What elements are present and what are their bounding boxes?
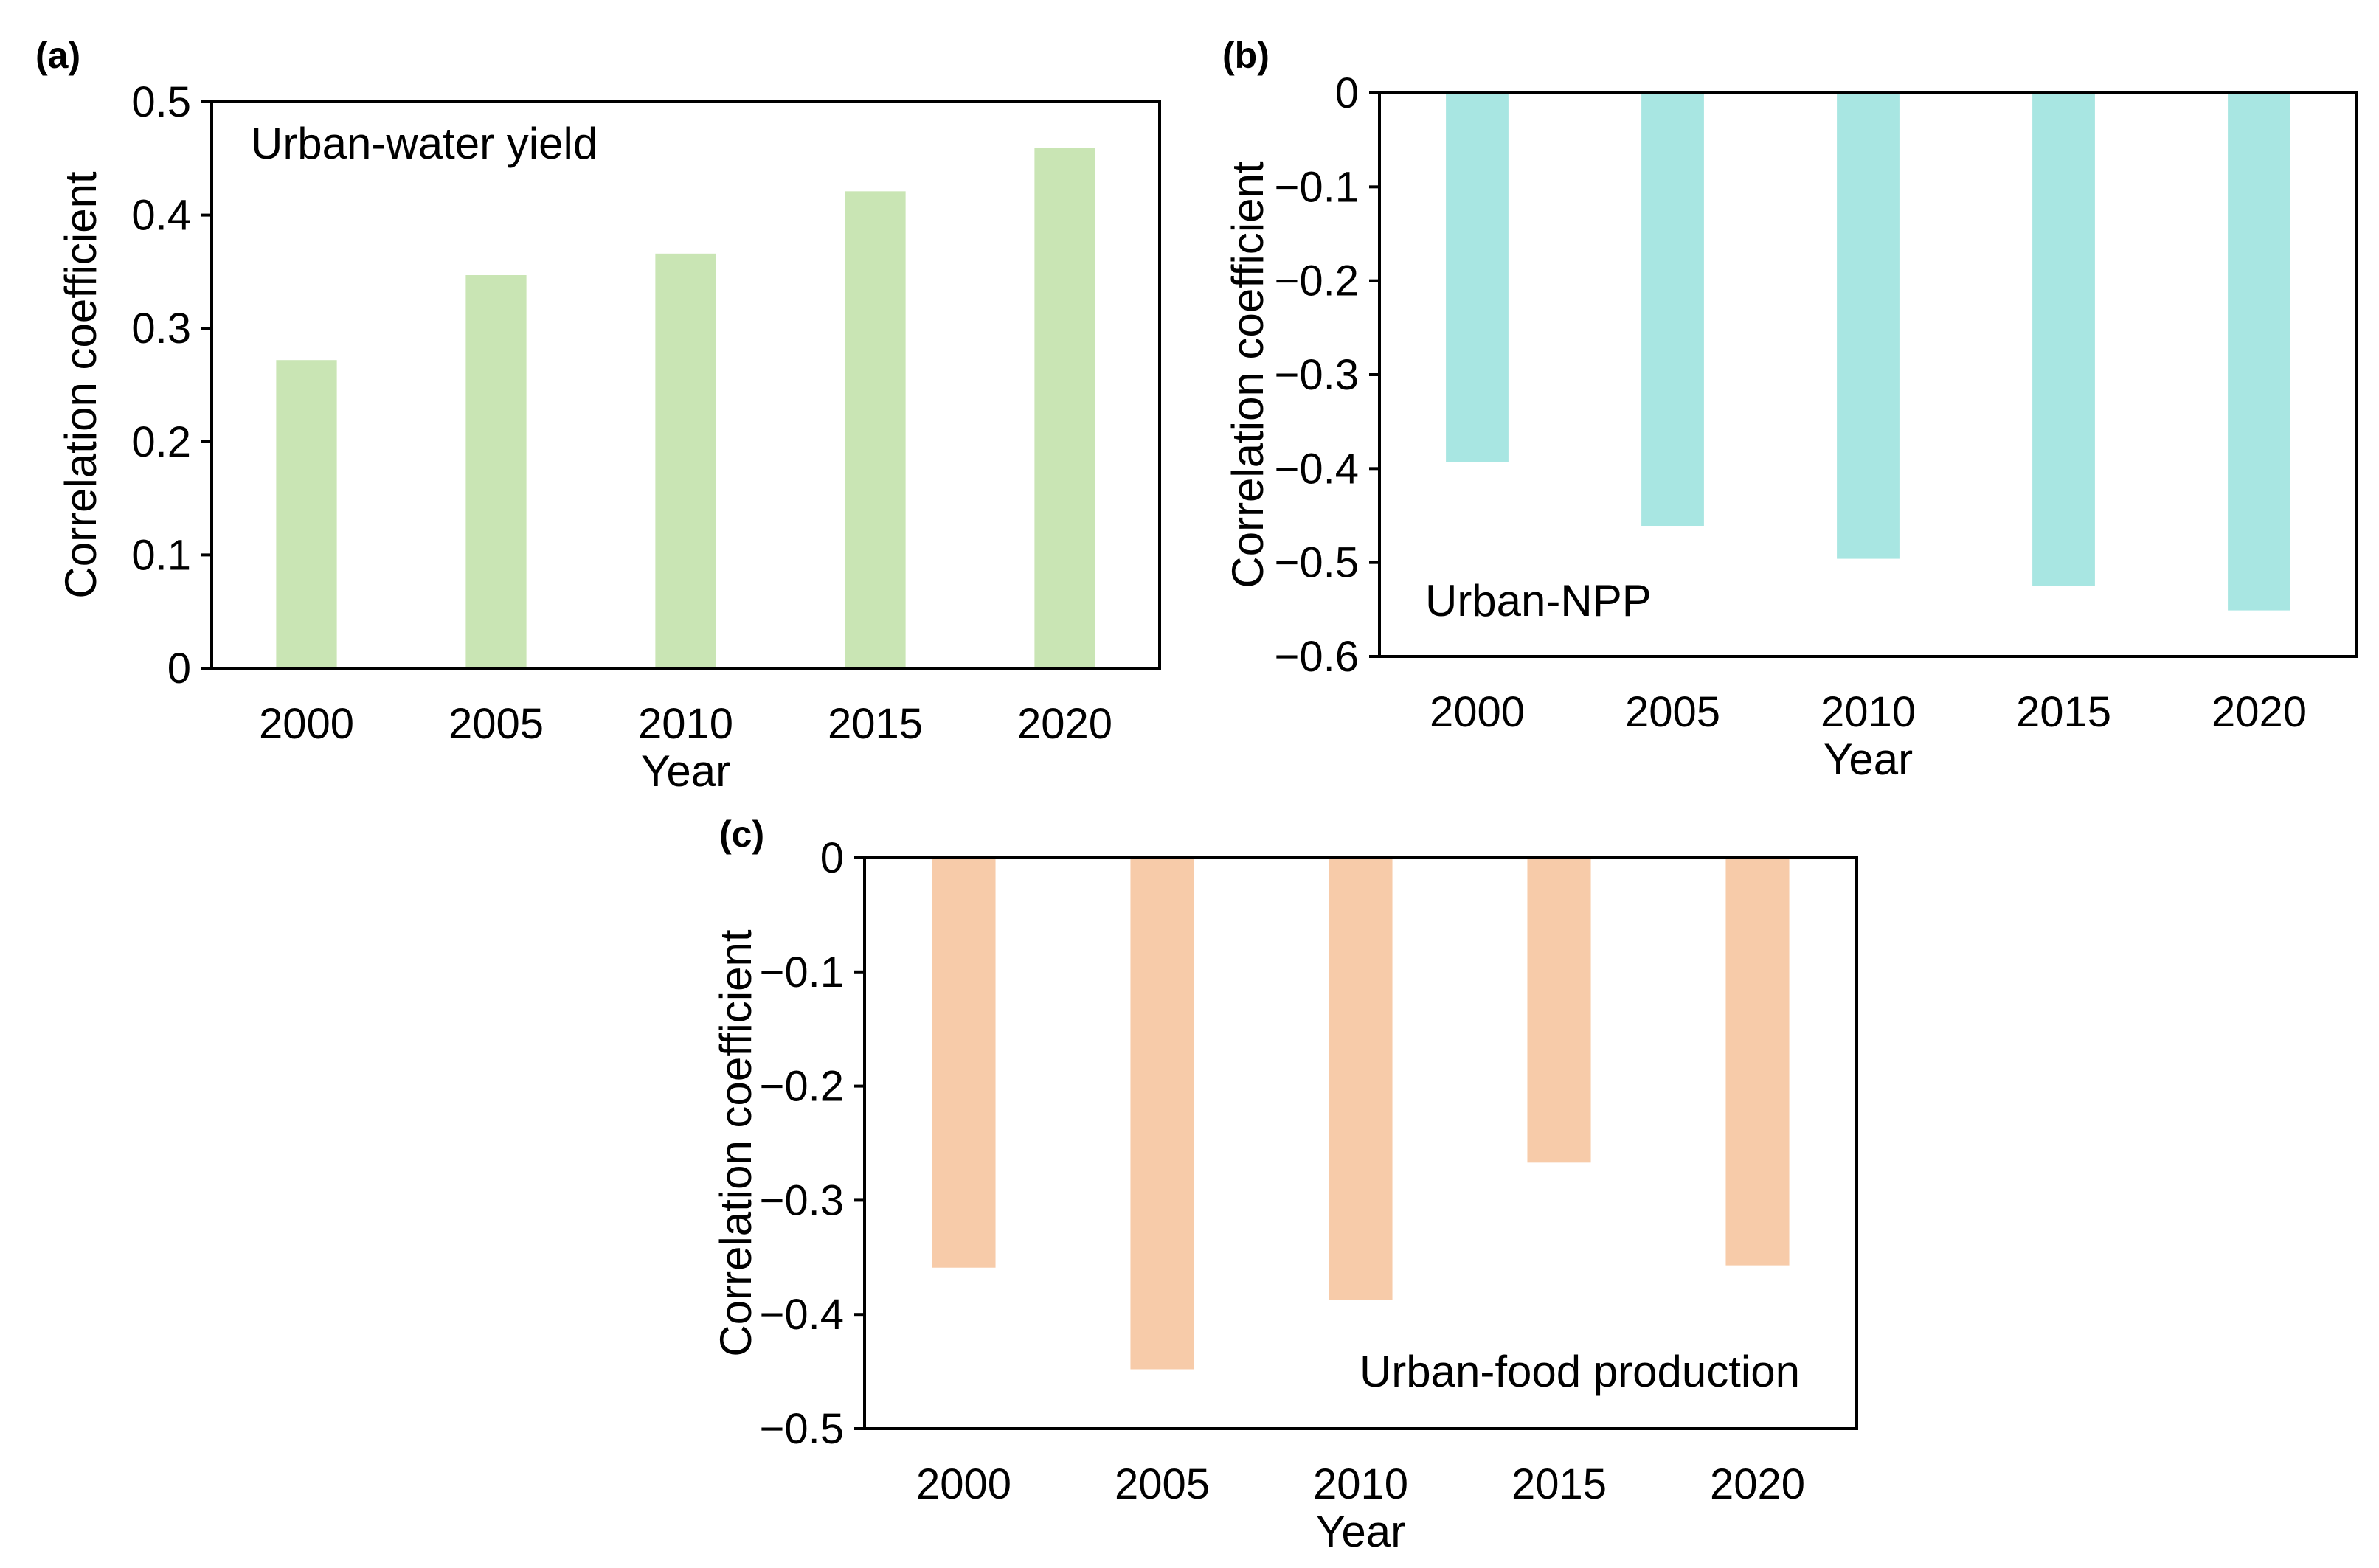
- bar-a-2020: [1034, 148, 1095, 668]
- y-tick-label-b-1: −0.1: [1275, 163, 1360, 211]
- x-tick-label-c-2000: 2000: [916, 1460, 1011, 1508]
- x-tick-label-a-2015: 2015: [828, 700, 923, 748]
- plot-frame-c: [863, 856, 1858, 1430]
- bar-c-2020: [1725, 858, 1790, 1266]
- bar-c-2000: [932, 858, 996, 1268]
- y-tick-label-b-2: −0.2: [1275, 257, 1360, 305]
- x-tick-label-b-2010: 2010: [1821, 688, 1916, 736]
- y-tick-label-c-0: 0: [820, 834, 844, 882]
- x-tick-label-c-2010: 2010: [1313, 1460, 1408, 1508]
- y-tick-label-c-5: −0.5: [760, 1405, 845, 1453]
- bar-b-2000: [1446, 93, 1509, 462]
- bar-a-2015: [845, 191, 906, 668]
- y-tick-label-c-2: −0.2: [760, 1063, 845, 1111]
- x-tick-label-a-2000: 2000: [259, 700, 354, 748]
- y-tick-label-b-3: −0.3: [1275, 351, 1360, 399]
- x-axis-title-b: Year: [1824, 735, 1913, 784]
- bar-a-2010: [655, 253, 716, 669]
- bar-c-2010: [1329, 858, 1393, 1300]
- y-tick-label-a-1: 0.1: [131, 531, 191, 579]
- bar-a-2000: [276, 360, 337, 668]
- bar-a-2005: [465, 275, 527, 668]
- x-tick-label-b-2000: 2000: [1430, 688, 1525, 736]
- panel-label-c: (c): [719, 814, 764, 855]
- y-tick-label-b-4: −0.4: [1275, 445, 1360, 493]
- bar-c-2005: [1130, 858, 1194, 1370]
- bar-b-2020: [2228, 93, 2290, 611]
- y-tick-label-a-3: 0.3: [131, 305, 191, 353]
- y-axis-title-a: Correlation coefficient: [56, 171, 105, 599]
- x-tick-label-b-2005: 2005: [1625, 688, 1720, 736]
- x-tick-label-b-2015: 2015: [2016, 688, 2111, 736]
- x-tick-label-a-2010: 2010: [638, 700, 733, 748]
- x-tick-label-c-2020: 2020: [1710, 1460, 1805, 1508]
- x-tick-label-b-2020: 2020: [2212, 688, 2307, 736]
- y-tick-label-a-2: 0.2: [131, 418, 191, 466]
- chart-panel-b: 0 −0.1 −0.2 −0.3 −0.4 −0.5 −0.6 2000 2005 2010 201…: [1222, 35, 2358, 784]
- y-axis-title-c: Correlation coefficient: [711, 929, 761, 1357]
- x-tick-label-c-2005: 2005: [1115, 1460, 1210, 1508]
- bar-c-2015: [1527, 858, 1591, 1163]
- chart-annotation-c: Urban-food production: [1360, 1347, 1800, 1396]
- x-axis-title-a: Year: [641, 746, 730, 796]
- y-tick-label-a-5: 0.5: [131, 78, 191, 126]
- y-axis-title-b: Correlation coefficient: [1223, 161, 1272, 589]
- plot-frame-a: [210, 100, 1161, 670]
- chart-panel-c: 0 −0.1 −0.2 −0.3 −0.4 −0.5 2000 2005 2010 2015 202…: [711, 814, 1858, 1556]
- y-tick-label-a-4: 0.4: [131, 192, 191, 240]
- y-tick-label-b-6: −0.6: [1275, 633, 1360, 681]
- bar-b-2005: [1641, 93, 1704, 527]
- bar-b-2010: [1837, 93, 1900, 559]
- y-tick-label-b-5: −0.5: [1275, 539, 1360, 587]
- chart-annotation-a: Urban-water yield: [251, 119, 598, 168]
- y-tick-label-c-3: −0.3: [760, 1176, 845, 1224]
- panel-label-a: (a): [35, 35, 80, 76]
- x-axis-title-c: Year: [1316, 1507, 1405, 1556]
- y-tick-label-c-1: −0.1: [760, 948, 845, 996]
- bar-b-2015: [2032, 93, 2095, 586]
- panel-label-b: (b): [1222, 35, 1270, 76]
- y-tick-label-a-0: 0: [167, 645, 191, 693]
- chart-annotation-b: Urban-NPP: [1425, 576, 1652, 625]
- chart-panel-a: 0 0.1 0.2 0.3 0.4 0.5 2000 2005 2010 2015 2020 Year…: [35, 35, 1161, 796]
- y-tick-label-c-4: −0.4: [760, 1291, 845, 1339]
- y-tick-label-b-0: 0: [1335, 69, 1359, 117]
- x-tick-label-a-2020: 2020: [1017, 700, 1112, 748]
- x-tick-label-c-2015: 2015: [1511, 1460, 1607, 1508]
- x-tick-label-a-2005: 2005: [449, 700, 544, 748]
